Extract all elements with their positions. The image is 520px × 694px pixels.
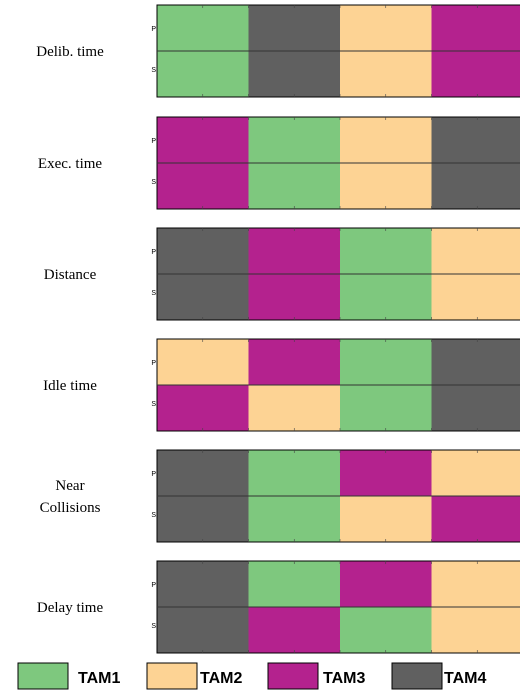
cell-tam2 bbox=[340, 51, 432, 97]
metric-label: Collisions bbox=[40, 500, 101, 516]
cell-tam1 bbox=[248, 496, 340, 542]
legend-swatch-tam4 bbox=[391, 662, 443, 690]
cell-tam3 bbox=[431, 496, 520, 542]
cell-tam3 bbox=[157, 385, 249, 431]
legend-swatch-tam1 bbox=[17, 662, 69, 690]
cell-tam1 bbox=[340, 228, 432, 274]
row-label: P bbox=[151, 360, 156, 367]
metric-label: Delib. time bbox=[36, 44, 104, 60]
cell-tam3 bbox=[248, 607, 340, 653]
cell-tam2 bbox=[431, 274, 520, 320]
cell-tam2 bbox=[431, 450, 520, 496]
cell-tam3 bbox=[431, 51, 520, 97]
cell-tam1 bbox=[248, 163, 340, 209]
cell-tam1 bbox=[340, 607, 432, 653]
metric-panel: PS bbox=[151, 4, 520, 98]
metric-label: Distance bbox=[44, 267, 97, 283]
legend-label-tam3: TAM3 bbox=[323, 670, 365, 687]
cell-tam2 bbox=[340, 117, 432, 163]
row-label: P bbox=[151, 471, 156, 478]
cell-tam4 bbox=[431, 117, 520, 163]
cell-tam3 bbox=[248, 274, 340, 320]
cell-tam3 bbox=[157, 163, 249, 209]
cell-tam4 bbox=[248, 51, 340, 97]
metric-panel: PS bbox=[151, 449, 520, 543]
legend-swatch-tam2 bbox=[146, 662, 198, 690]
legend-swatch-tam3 bbox=[267, 662, 319, 690]
row-label: S bbox=[151, 179, 156, 186]
row-label: S bbox=[151, 623, 156, 630]
cell-tam2 bbox=[248, 385, 340, 431]
row-label: P bbox=[151, 582, 156, 589]
cell-tam2 bbox=[431, 228, 520, 274]
metric-label: Near bbox=[55, 478, 84, 494]
metric-panel: PS bbox=[151, 227, 520, 321]
cell-tam4 bbox=[157, 450, 249, 496]
cell-tam3 bbox=[248, 228, 340, 274]
cell-tam2 bbox=[340, 163, 432, 209]
row-label: S bbox=[151, 67, 156, 74]
cell-tam1 bbox=[248, 450, 340, 496]
cell-tam4 bbox=[157, 274, 249, 320]
row-label: P bbox=[151, 249, 156, 256]
cell-tam1 bbox=[340, 339, 432, 385]
cell-tam1 bbox=[157, 51, 249, 97]
cell-tam4 bbox=[157, 496, 249, 542]
cell-tam4 bbox=[431, 385, 520, 431]
metric-label: Exec. time bbox=[38, 156, 102, 172]
cell-tam2 bbox=[431, 607, 520, 653]
row-label: P bbox=[151, 138, 156, 145]
legend-label-tam1: TAM1 bbox=[78, 670, 120, 687]
cell-tam2 bbox=[340, 5, 432, 51]
cell-tam1 bbox=[157, 5, 249, 51]
metric-panel: PS bbox=[151, 560, 520, 654]
cell-tam3 bbox=[157, 117, 249, 163]
cell-tam1 bbox=[340, 274, 432, 320]
legend-label-tam4: TAM4 bbox=[444, 670, 486, 687]
cell-tam4 bbox=[248, 5, 340, 51]
cell-tam4 bbox=[157, 561, 249, 607]
cell-tam1 bbox=[340, 385, 432, 431]
row-label: S bbox=[151, 512, 156, 519]
cell-tam1 bbox=[248, 561, 340, 607]
cell-tam4 bbox=[157, 228, 249, 274]
metric-label: Idle time bbox=[43, 378, 97, 394]
cell-tam2 bbox=[431, 561, 520, 607]
cell-tam3 bbox=[340, 561, 432, 607]
metric-panel: PS bbox=[151, 338, 520, 432]
legend: TAM1 TAM2 TAM3 TAM4 bbox=[17, 662, 486, 690]
metric-panel: PS bbox=[151, 116, 520, 210]
cell-tam4 bbox=[431, 163, 520, 209]
cell-tam2 bbox=[340, 496, 432, 542]
row-label: S bbox=[151, 401, 156, 408]
cell-tam4 bbox=[157, 607, 249, 653]
row-label: S bbox=[151, 290, 156, 297]
cell-tam3 bbox=[248, 339, 340, 385]
legend-label-tam2: TAM2 bbox=[200, 670, 242, 687]
cell-tam1 bbox=[248, 117, 340, 163]
metric-label: Delay time bbox=[37, 600, 104, 616]
cell-tam4 bbox=[431, 339, 520, 385]
row-label: P bbox=[151, 26, 156, 33]
cell-tam3 bbox=[431, 5, 520, 51]
cell-tam3 bbox=[340, 450, 432, 496]
cell-tam2 bbox=[157, 339, 249, 385]
